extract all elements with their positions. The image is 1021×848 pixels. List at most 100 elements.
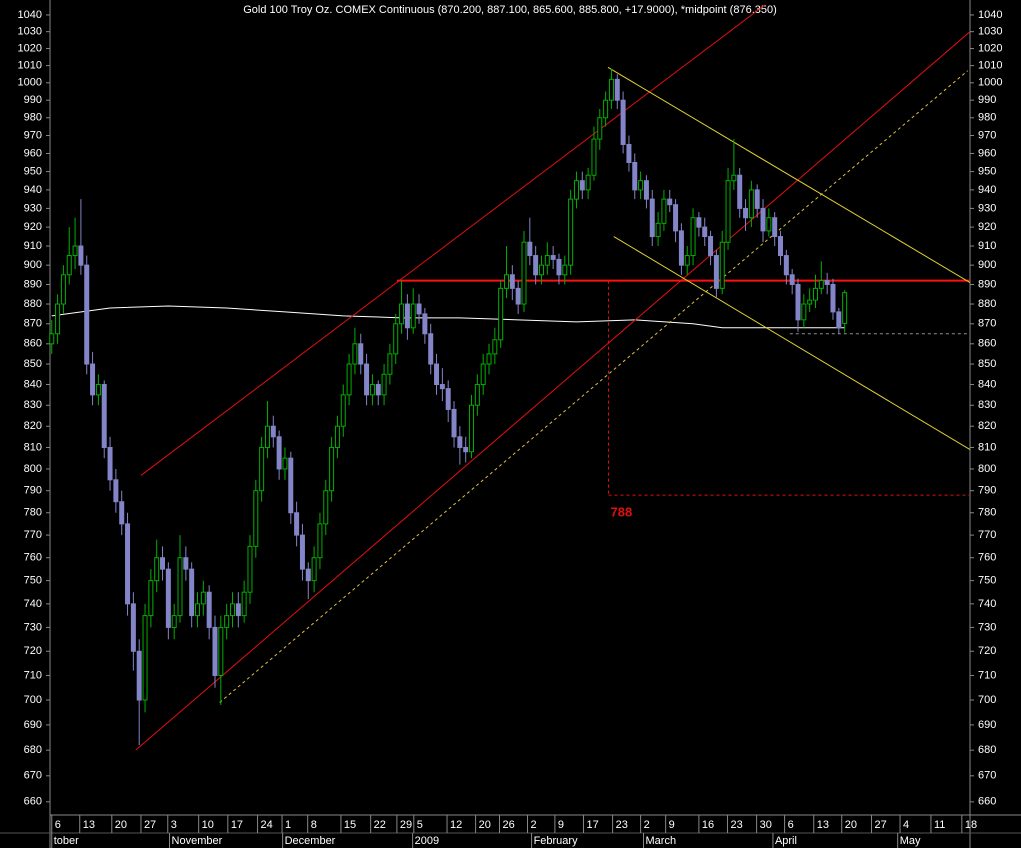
y-tick-label: 710 (978, 669, 996, 681)
y-tick-label: 910 (24, 240, 42, 252)
candle-body (760, 207, 766, 232)
candle-body (626, 143, 632, 163)
candle-body (72, 245, 78, 257)
y-tick-label: 900 (978, 259, 996, 271)
candle-body (643, 180, 649, 200)
trend-line (607, 66, 970, 283)
y-tick-label: 740 (24, 598, 42, 610)
y-tick-label: 830 (24, 399, 42, 411)
y-tick-label: 850 (24, 358, 42, 370)
x-tick-label: 6 (55, 819, 61, 831)
candle-body (661, 198, 667, 224)
candle-body (608, 78, 614, 101)
candle-body (200, 591, 206, 605)
y-tick-label: 1010 (978, 60, 1002, 72)
candle-body (90, 363, 96, 396)
x-tick-label: 11 (934, 819, 945, 831)
candle-body (369, 384, 375, 396)
y-tick-label: 840 (978, 378, 996, 390)
trend-line (219, 70, 968, 703)
month-label: tober (54, 835, 79, 847)
candle-body (113, 479, 119, 503)
y-tick-label: 680 (978, 744, 996, 756)
y-tick-label: 800 (978, 463, 996, 475)
chart-title: Gold 100 Troy Oz. COMEX Continuous (870.… (243, 4, 777, 16)
candle-body (620, 99, 626, 145)
y-tick-label: 680 (24, 744, 42, 756)
candle-body (130, 603, 136, 652)
y-tick-label: 870 (24, 318, 42, 330)
candle-body (434, 363, 440, 386)
candle-body (743, 207, 749, 219)
y-tick-label: 910 (978, 240, 996, 252)
y-tick-label: 820 (24, 420, 42, 432)
y-tick-label: 890 (978, 278, 996, 290)
x-tick-label: 8 (311, 819, 317, 831)
x-tick-label: 3 (171, 819, 177, 831)
month-label: May (900, 835, 921, 847)
y-tick-label: 750 (978, 575, 996, 587)
candle-body (673, 204, 679, 232)
candle-body (375, 384, 381, 396)
x-tick-label: 2 (530, 819, 536, 831)
candle-body (346, 363, 352, 396)
candle-body (690, 217, 696, 257)
y-tick-label: 840 (24, 378, 42, 390)
x-tick-label: 17 (231, 819, 243, 831)
y-tick-label: 700 (978, 694, 996, 706)
candle-body (818, 280, 824, 289)
candle-body (154, 557, 160, 582)
candle-body (387, 353, 393, 375)
x-tick-label: 5 (417, 819, 423, 831)
y-tick-label: 1020 (18, 42, 42, 54)
moving-average (51, 305, 845, 329)
candle-body (678, 230, 684, 266)
trend-line (140, 4, 766, 476)
y-tick-label: 960 (24, 147, 42, 159)
y-tick-label: 710 (24, 669, 42, 681)
x-tick-label: 17 (586, 819, 598, 831)
y-tick-label: 860 (24, 338, 42, 350)
candle-body (189, 568, 195, 617)
y-tick-label: 810 (24, 441, 42, 453)
trend-line (613, 236, 970, 451)
y-tick-label: 900 (24, 259, 42, 271)
candle-body (719, 241, 725, 289)
candle-body (649, 198, 655, 238)
y-tick-label: 990 (24, 94, 42, 106)
y-tick-label: 1040 (18, 9, 42, 21)
y-tick-label: 770 (24, 529, 42, 541)
x-tick-label: 26 (503, 819, 515, 831)
candle-body (323, 490, 329, 525)
y-tick-label: 870 (978, 318, 996, 330)
x-tick-label: 13 (817, 819, 829, 831)
candle-body (725, 180, 731, 243)
x-tick-label: 10 (202, 819, 214, 831)
y-tick-label: 810 (978, 441, 996, 453)
x-tick-label: 20 (845, 819, 857, 831)
candle-body (55, 303, 61, 335)
candle-body (789, 274, 795, 285)
candle-body (836, 311, 842, 329)
candle-body (469, 404, 475, 453)
y-tick-label: 950 (24, 165, 42, 177)
x-tick-label: 27 (874, 819, 886, 831)
x-tick-label: 29 (400, 819, 412, 831)
y-tick-label: 1030 (18, 26, 42, 38)
candle-body (276, 436, 282, 470)
y-tick-label: 730 (978, 621, 996, 633)
month-label: February (534, 835, 579, 847)
candle-body (824, 280, 830, 285)
candle-body (573, 180, 579, 200)
candle-body (504, 274, 510, 289)
x-tick-label: 27 (144, 819, 156, 831)
candle-body (317, 523, 323, 559)
candle-body (195, 603, 201, 617)
candle-body (521, 241, 527, 305)
candle-body (591, 138, 597, 176)
candle-body (772, 217, 778, 238)
x-tick-label: 20 (115, 819, 127, 831)
y-tick-label: 750 (24, 575, 42, 587)
candle-body (556, 258, 562, 276)
